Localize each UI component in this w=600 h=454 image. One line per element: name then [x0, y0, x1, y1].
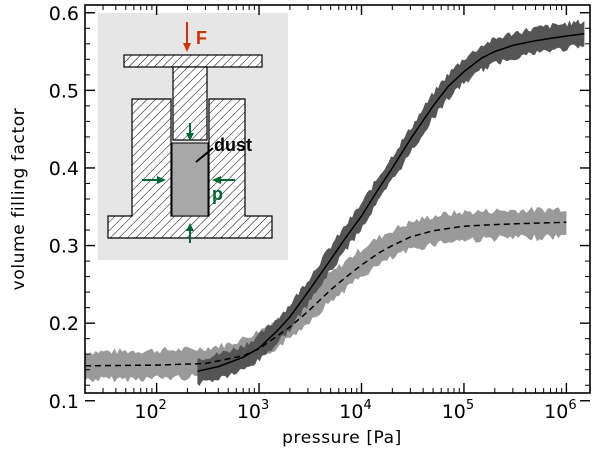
y-tick-label-1: 0.2	[49, 313, 79, 335]
force-label: F	[196, 28, 207, 48]
x-tick-label-4: 106	[544, 398, 576, 423]
y-tick-label-5: 0.6	[49, 3, 79, 25]
dust-sample	[171, 142, 209, 217]
piston-head	[123, 54, 263, 68]
x-tick-label-2: 104	[339, 398, 371, 423]
force-arrow-icon	[183, 22, 191, 52]
pressure-label: p	[212, 184, 223, 204]
y-axis-label: volume filling factor	[9, 108, 29, 291]
pressure-arrow-bottom-icon	[186, 223, 194, 243]
x-axis-label: pressure [Pa]	[282, 428, 402, 448]
pressure-arrow-top-icon	[186, 123, 194, 141]
x-tick-label-1: 103	[237, 398, 269, 423]
y-tick-label-4: 0.5	[49, 80, 79, 102]
series-fit-line-1	[197, 32, 585, 373]
x-tick-label-3: 105	[442, 398, 474, 423]
series-fit-line-0	[85, 221, 567, 367]
x-tick-label-0: 102	[134, 398, 166, 423]
pressure-arrow-left-icon	[142, 176, 166, 184]
y-tick-label-3: 0.4	[49, 158, 79, 180]
die-body	[107, 98, 273, 239]
dust-leader-line	[195, 147, 214, 163]
y-tick-label-2: 0.3	[49, 236, 79, 258]
dust-label: dust	[214, 135, 252, 155]
pressure-arrow-right-icon	[212, 176, 235, 184]
inset-schematic: F p dust	[98, 13, 288, 260]
y-tick-label-0: 0.1	[49, 391, 79, 413]
